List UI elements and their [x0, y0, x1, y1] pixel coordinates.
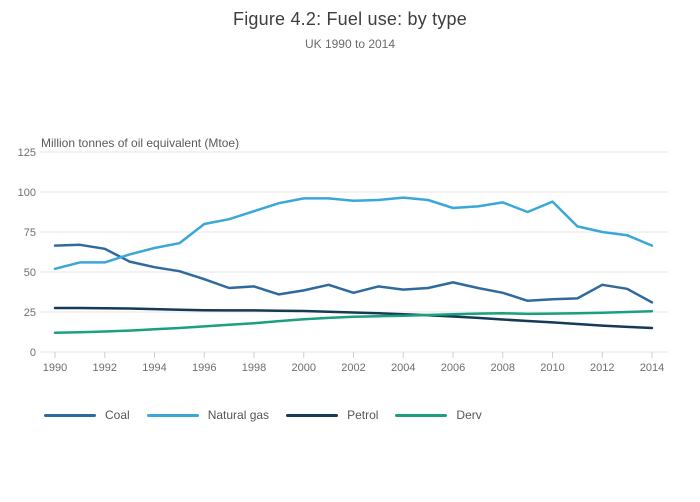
legend-label: Derv [456, 408, 482, 422]
x-tick-label: 1992 [93, 362, 117, 374]
x-tick-label: 2002 [341, 362, 365, 374]
x-tick-label: 2012 [590, 362, 614, 374]
legend-item-natural-gas[interactable]: Natural gas [146, 408, 270, 422]
x-tick-label: 1996 [192, 362, 216, 374]
series-line-natural-gas [53, 196, 654, 271]
legend-item-coal[interactable]: Coal [44, 408, 130, 422]
legend-swatch-icon [146, 413, 199, 417]
x-tick-label: 2010 [540, 362, 564, 374]
legend-swatch-icon [44, 413, 96, 417]
chart-subtitle: UK 1990 to 2014 [304, 37, 396, 51]
legend-swatch-icon [286, 413, 339, 417]
legend: Coal Natural gas Petrol Derv [44, 408, 499, 422]
y-tick-label: 75 [24, 227, 36, 239]
chart-title: Figure 4.2: Fuel use: by type [233, 9, 467, 29]
legend-label: Coal [105, 408, 130, 422]
y-axis-title: Million tonnes of oil equivalent (Mtoe) [41, 136, 240, 150]
series-line-derv [53, 309, 654, 335]
x-tick-label: 2014 [640, 362, 664, 374]
series-line-petrol [53, 306, 654, 330]
legend-label: Natural gas [207, 408, 270, 422]
x-tick-label: 2008 [491, 362, 515, 374]
y-tick-label: 0 [30, 347, 36, 359]
y-tick-label: 100 [18, 187, 36, 199]
x-tick-label: 2000 [292, 362, 316, 374]
legend-swatch-icon [395, 413, 448, 417]
legend-item-derv[interactable]: Derv [395, 408, 482, 422]
x-tick-label: 1998 [242, 362, 266, 374]
y-tick-label: 25 [24, 307, 36, 319]
x-tick-label: 2006 [441, 362, 465, 374]
x-tick-label: 2004 [391, 362, 415, 374]
y-tick-label: 50 [24, 267, 36, 279]
legend-item-petrol[interactable]: Petrol [286, 408, 378, 422]
x-tick-label: 1994 [142, 362, 166, 374]
legend-label: Petrol [347, 408, 379, 422]
x-tick-label: 1990 [43, 362, 67, 374]
series-line-coal [53, 243, 654, 304]
y-tick-label: 125 [18, 147, 36, 159]
